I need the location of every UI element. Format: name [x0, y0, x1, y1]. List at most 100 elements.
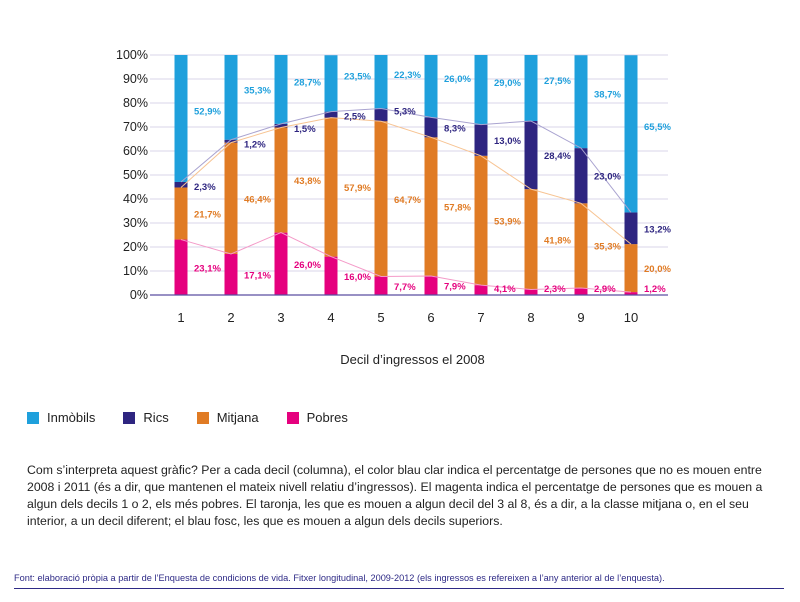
- data-label: 21,7%: [194, 210, 221, 221]
- x-tick-label: 9: [577, 310, 584, 325]
- bar-segment-mitjana: [474, 155, 488, 286]
- data-label: 43,8%: [294, 176, 321, 187]
- data-label: 26,0%: [444, 74, 471, 85]
- data-label: 28,4%: [544, 151, 571, 162]
- data-label: 1,2%: [244, 140, 266, 151]
- data-label: 1,2%: [644, 284, 666, 295]
- bar-segment-rics: [274, 123, 288, 128]
- y-tick-label: 70%: [123, 120, 148, 134]
- x-tick-label: 1: [177, 310, 184, 325]
- bar-segment-pobres: [224, 253, 238, 295]
- legend-item-inmobils: Inmòbils: [27, 410, 95, 425]
- chart-description: Com s’interpreta aquest gràfic? Per a ca…: [27, 463, 763, 528]
- bar-segment-rics: [374, 108, 388, 122]
- bar-segment-mitjana: [524, 189, 538, 290]
- x-tick-label: 4: [327, 310, 334, 325]
- data-label: 17,1%: [244, 270, 271, 281]
- bar-segment-inmbils: [224, 55, 238, 140]
- y-tick-label: 10%: [123, 264, 148, 278]
- y-tick-label: 100%: [116, 48, 148, 62]
- bar-segment-inmbils: [274, 55, 288, 124]
- data-label: 23,1%: [194, 263, 221, 274]
- data-label: 20,0%: [644, 264, 671, 275]
- data-label: 35,3%: [594, 242, 621, 253]
- data-label: 4,1%: [494, 284, 516, 295]
- bar-segment-inmbils: [474, 55, 488, 125]
- y-tick-label: 60%: [123, 144, 148, 158]
- trend-line-pobres: [180, 232, 632, 293]
- legend-label: Rics: [143, 410, 169, 425]
- data-label: 27,5%: [544, 76, 571, 87]
- bar-segment-pobres: [524, 289, 538, 295]
- data-label: 7,9%: [444, 282, 466, 293]
- y-tick-label: 90%: [123, 72, 148, 86]
- data-label: 5,3%: [394, 107, 416, 118]
- x-tick-label: 7: [477, 310, 484, 325]
- y-tick-label: 50%: [123, 168, 148, 182]
- bar-segment-inmbils: [424, 55, 438, 118]
- y-tick-label: 80%: [123, 96, 148, 110]
- bar-segment-rics: [224, 139, 238, 143]
- bar-segment-inmbils: [374, 55, 388, 109]
- bar-segment-mitjana: [224, 142, 238, 254]
- legend-swatch: [196, 411, 209, 424]
- x-tick-label: 2: [227, 310, 234, 325]
- y-tick-label: 40%: [123, 192, 148, 206]
- x-tick-label: 10: [624, 310, 638, 325]
- data-label: 2,3%: [544, 284, 566, 295]
- y-tick-label: 20%: [123, 240, 148, 254]
- data-label: 57,9%: [344, 183, 371, 194]
- x-axis-label: Decil d’ingressos el 2008: [340, 352, 485, 367]
- data-label: 8,3%: [444, 123, 466, 134]
- data-label: 2,3%: [194, 182, 216, 193]
- bar-segment-inmbils: [324, 55, 338, 112]
- bar-segment-rics: [574, 148, 588, 204]
- bar-segment-rics: [424, 117, 438, 138]
- bar-segment-pobres: [574, 288, 588, 295]
- bar-segment-pobres: [374, 276, 388, 295]
- data-label: 22,3%: [394, 70, 421, 81]
- legend-item-pobres: Pobres: [286, 410, 348, 425]
- bar-segment-inmbils: [174, 55, 188, 182]
- bar-segment-rics: [324, 111, 338, 118]
- data-label: 29,0%: [494, 78, 521, 89]
- bar-segment-mitjana: [374, 121, 388, 277]
- data-label: 7,7%: [394, 282, 416, 293]
- bar-segment-pobres: [174, 239, 188, 295]
- stacked-bar-chart: 0% 10% 20% 30% 40% 50% 60% 70% 80% 90% 100% 1 2 3 4 5 6 7…: [116, 48, 671, 325]
- legend-swatch: [123, 411, 136, 424]
- legend-label: Inmòbils: [47, 410, 96, 425]
- bar-segment-inmbils: [574, 55, 588, 149]
- data-label: 38,7%: [594, 90, 621, 101]
- legend-swatch: [27, 411, 39, 424]
- trend-line-mitjana: [180, 117, 632, 245]
- legend: Inmòbils Rics Mitjana Pobres: [27, 410, 376, 425]
- x-tick-label: 5: [377, 310, 384, 325]
- bar-segment-pobres: [274, 232, 288, 295]
- bar-segment-inmbils: [624, 55, 638, 213]
- data-label: 23,5%: [344, 71, 371, 82]
- data-label: 53,9%: [494, 216, 521, 227]
- data-label: 65,5%: [644, 122, 671, 133]
- data-label: 1,5%: [294, 124, 316, 135]
- data-label: 26,0%: [294, 260, 321, 271]
- bar-segment-inmbils: [524, 55, 538, 121]
- x-tick-label: 8: [527, 310, 534, 325]
- data-label: 2,5%: [344, 112, 366, 123]
- bar-segment-mitjana: [274, 127, 288, 233]
- y-tick-label: 0%: [130, 288, 148, 302]
- bar-segment-rics: [174, 181, 188, 188]
- bar-segment-rics: [474, 124, 488, 156]
- data-label: 52,9%: [194, 106, 221, 117]
- bar-segment-mitjana: [424, 137, 438, 277]
- legend-label: Mitjana: [216, 410, 259, 425]
- bar-segment-mitjana: [174, 187, 188, 240]
- legend-label: Pobres: [306, 410, 348, 425]
- data-label: 13,0%: [494, 136, 521, 147]
- data-label: 16,0%: [344, 272, 371, 283]
- legend-item-mitjana: Mitjana: [196, 410, 259, 425]
- data-label: 64,7%: [394, 195, 421, 206]
- data-label: 46,4%: [244, 194, 271, 205]
- data-label: 41,8%: [544, 235, 571, 246]
- bar-segment-rics: [524, 121, 538, 190]
